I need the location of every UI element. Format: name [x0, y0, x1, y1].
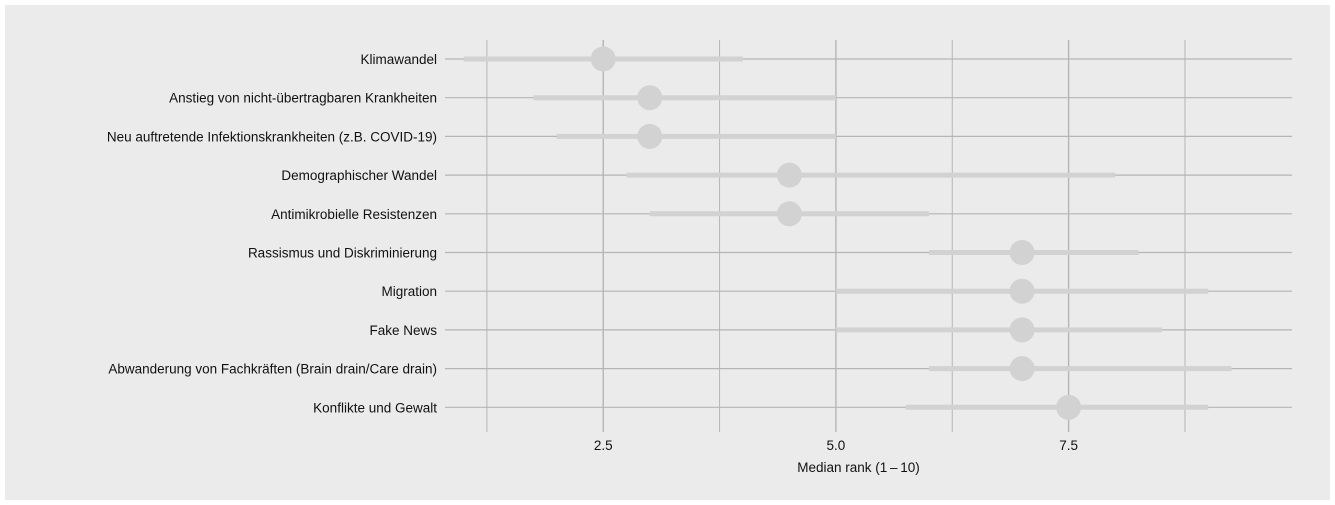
median-point: [1056, 394, 1082, 420]
median-point: [1009, 278, 1035, 304]
x-axis: 2.5 5.0 7.5: [594, 438, 1078, 453]
median-point: [776, 201, 802, 227]
category-row: Demographischer Wandel: [281, 162, 1292, 188]
median-point: [776, 162, 802, 188]
category-row: Antimikrobielle Resistenzen: [271, 201, 1292, 227]
category-row: Anstieg von nicht-übertragbaren Krankhei…: [169, 85, 1292, 111]
category-label: Demographischer Wandel: [281, 168, 437, 183]
median-point: [637, 123, 663, 149]
x-tick-label: 2.5: [594, 438, 613, 453]
x-tick-label: 5.0: [827, 438, 846, 453]
category-row: Migration: [381, 278, 1292, 304]
category-rows: Klimawandel Anstieg von nicht-übertragbar…: [107, 46, 1292, 420]
category-label: Rassismus und Diskriminierung: [248, 246, 437, 261]
x-tick-label: 7.5: [1059, 438, 1078, 453]
category-row: Klimawandel: [360, 46, 1292, 72]
category-label: Abwanderung von Fachkräften (Brain drain…: [108, 362, 437, 377]
median-point: [1009, 240, 1035, 265]
category-row: Fake News: [369, 317, 1292, 343]
category-label: Migration: [381, 284, 437, 299]
x-axis-title: Median rank (1 – 10): [797, 460, 919, 475]
category-label: Klimawandel: [360, 52, 437, 67]
category-label: Fake News: [369, 323, 437, 338]
median-point: [1009, 356, 1035, 382]
category-label: Neu auftretende Infektionskrankheiten (z…: [107, 129, 437, 144]
category-row: Konflikte und Gewalt: [313, 394, 1292, 420]
category-label: Antimikrobielle Resistenzen: [271, 207, 437, 222]
category-label: Anstieg von nicht-übertragbaren Krankhei…: [169, 91, 437, 106]
category-row: Rassismus und Diskriminierung: [248, 240, 1292, 265]
median-point: [590, 46, 616, 72]
median-point: [1009, 317, 1035, 343]
category-row: Abwanderung von Fachkräften (Brain drain…: [108, 356, 1292, 382]
median-point: [637, 85, 663, 111]
category-label: Konflikte und Gewalt: [313, 400, 437, 415]
category-row: Neu auftretende Infektionskrankheiten (z…: [107, 123, 1292, 149]
